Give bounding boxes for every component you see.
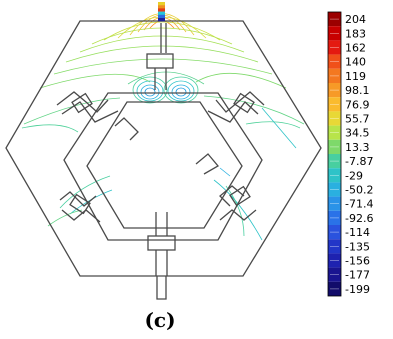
colorbar-tick-label: 34.5 bbox=[345, 127, 370, 140]
source-marker-band bbox=[158, 5, 165, 9]
source-marker-band bbox=[158, 8, 165, 12]
colorbar-tick-label: -71.4 bbox=[345, 198, 373, 211]
contour-line bbox=[245, 121, 301, 129]
colorbar bbox=[327, 11, 342, 297]
contour-line bbox=[53, 58, 273, 75]
bottom-stub bbox=[147, 235, 176, 251]
colorbar-tick-label: -7.87 bbox=[345, 155, 373, 168]
lower-left-arm bbox=[59, 191, 97, 207]
contour-line bbox=[225, 185, 245, 237]
contour-line bbox=[23, 97, 121, 125]
colorbar-frame bbox=[327, 11, 342, 297]
contour-line bbox=[213, 179, 263, 241]
colorbar-tick-label: 140 bbox=[345, 56, 366, 69]
lower-right-arm bbox=[219, 209, 257, 221]
contour-ring bbox=[171, 84, 191, 100]
upper-left-arm bbox=[61, 101, 119, 123]
contour-line bbox=[91, 27, 233, 45]
lower-left-stub bbox=[69, 193, 91, 215]
upper-left-stub bbox=[71, 92, 93, 114]
contour-line bbox=[39, 73, 151, 89]
colorbar-tick-label: -50.2 bbox=[345, 184, 373, 197]
field-contours bbox=[21, 13, 305, 241]
contour-ring bbox=[175, 87, 187, 97]
contour-ring bbox=[136, 80, 164, 102]
contour-ring bbox=[140, 84, 160, 100]
contour-line bbox=[103, 21, 221, 41]
source-marker-band bbox=[158, 2, 165, 6]
colorbar-tick-label: 204 bbox=[345, 13, 366, 26]
colorbar-tick-label: 76.9 bbox=[345, 98, 370, 111]
lower-left-arm bbox=[61, 209, 101, 223]
contour-line bbox=[203, 95, 305, 125]
colorbar-tick-label: -29 bbox=[345, 169, 363, 182]
figure-caption: (c) bbox=[144, 308, 176, 332]
source-marker-band bbox=[158, 14, 165, 19]
contour-line bbox=[261, 107, 297, 149]
hexagonal-antenna-outline bbox=[5, 20, 322, 300]
contour-line bbox=[65, 45, 259, 63]
upper-left-arm bbox=[56, 91, 109, 113]
contour-line bbox=[195, 72, 287, 89]
upper-right-arm bbox=[207, 101, 259, 123]
source-marker-band bbox=[158, 18, 165, 22]
contour-line bbox=[219, 167, 231, 177]
lower-right-stub bbox=[229, 185, 251, 207]
contour-line bbox=[59, 175, 111, 209]
colorbar-tick-label: 162 bbox=[345, 42, 366, 55]
colorbar-tick-label: 98.1 bbox=[345, 84, 370, 97]
colorbar-tick-label: -177 bbox=[345, 269, 370, 282]
inner-hexagon bbox=[63, 92, 263, 241]
contour-line bbox=[79, 35, 245, 53]
colorbar-tick-label: 55.7 bbox=[345, 113, 370, 126]
contour-line bbox=[21, 124, 79, 133]
top-stub bbox=[146, 53, 174, 69]
core-hexagon bbox=[86, 101, 243, 229]
source-marker bbox=[158, 2, 165, 22]
colorbar-tick-label: -114 bbox=[345, 226, 370, 239]
contour-ring bbox=[132, 76, 168, 104]
source-marker-band bbox=[158, 11, 165, 15]
colorbar-tick-label: 183 bbox=[345, 27, 366, 40]
colorbar-tick-label: -199 bbox=[345, 283, 370, 296]
colorbar-tick-label: -135 bbox=[345, 240, 370, 253]
bottom-port bbox=[156, 276, 167, 300]
lower-right-arm bbox=[219, 185, 245, 207]
outer-hexagon bbox=[5, 20, 322, 277]
contour-ring bbox=[167, 80, 195, 102]
upper-right-stub bbox=[233, 92, 255, 114]
colorbar-tick-label: -92.6 bbox=[345, 212, 373, 225]
contour-ring bbox=[144, 87, 156, 97]
upper-right-arm bbox=[215, 91, 265, 113]
colorbar-tick-label: 13.3 bbox=[345, 141, 370, 154]
inner-left-slot bbox=[114, 117, 139, 141]
contour-ring bbox=[163, 76, 199, 104]
colorbar-tick-label: -156 bbox=[345, 255, 370, 268]
inner-right-slot bbox=[195, 153, 219, 175]
colorbar-tick-label: 119 bbox=[345, 70, 366, 83]
